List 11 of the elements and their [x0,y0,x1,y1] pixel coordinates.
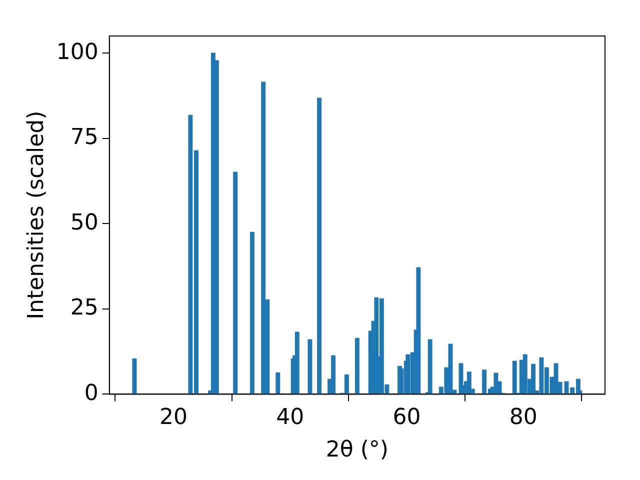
y-axis-title: Intensities (scaled) [24,110,49,320]
x-axis-title: 2θ (°) [326,438,389,463]
x-tick-label: 40 [276,405,304,430]
y-tick-label: 100 [56,40,98,65]
y-tick-label: 0 [84,380,98,406]
y-tick-label: 25 [70,296,98,321]
y-tick-label: 50 [70,210,98,236]
x-tick-label: 20 [160,405,188,430]
x-tick-label: 80 [509,405,538,430]
x-tick-label: 60 [392,405,421,430]
y-tick-label: 75 [70,125,98,150]
